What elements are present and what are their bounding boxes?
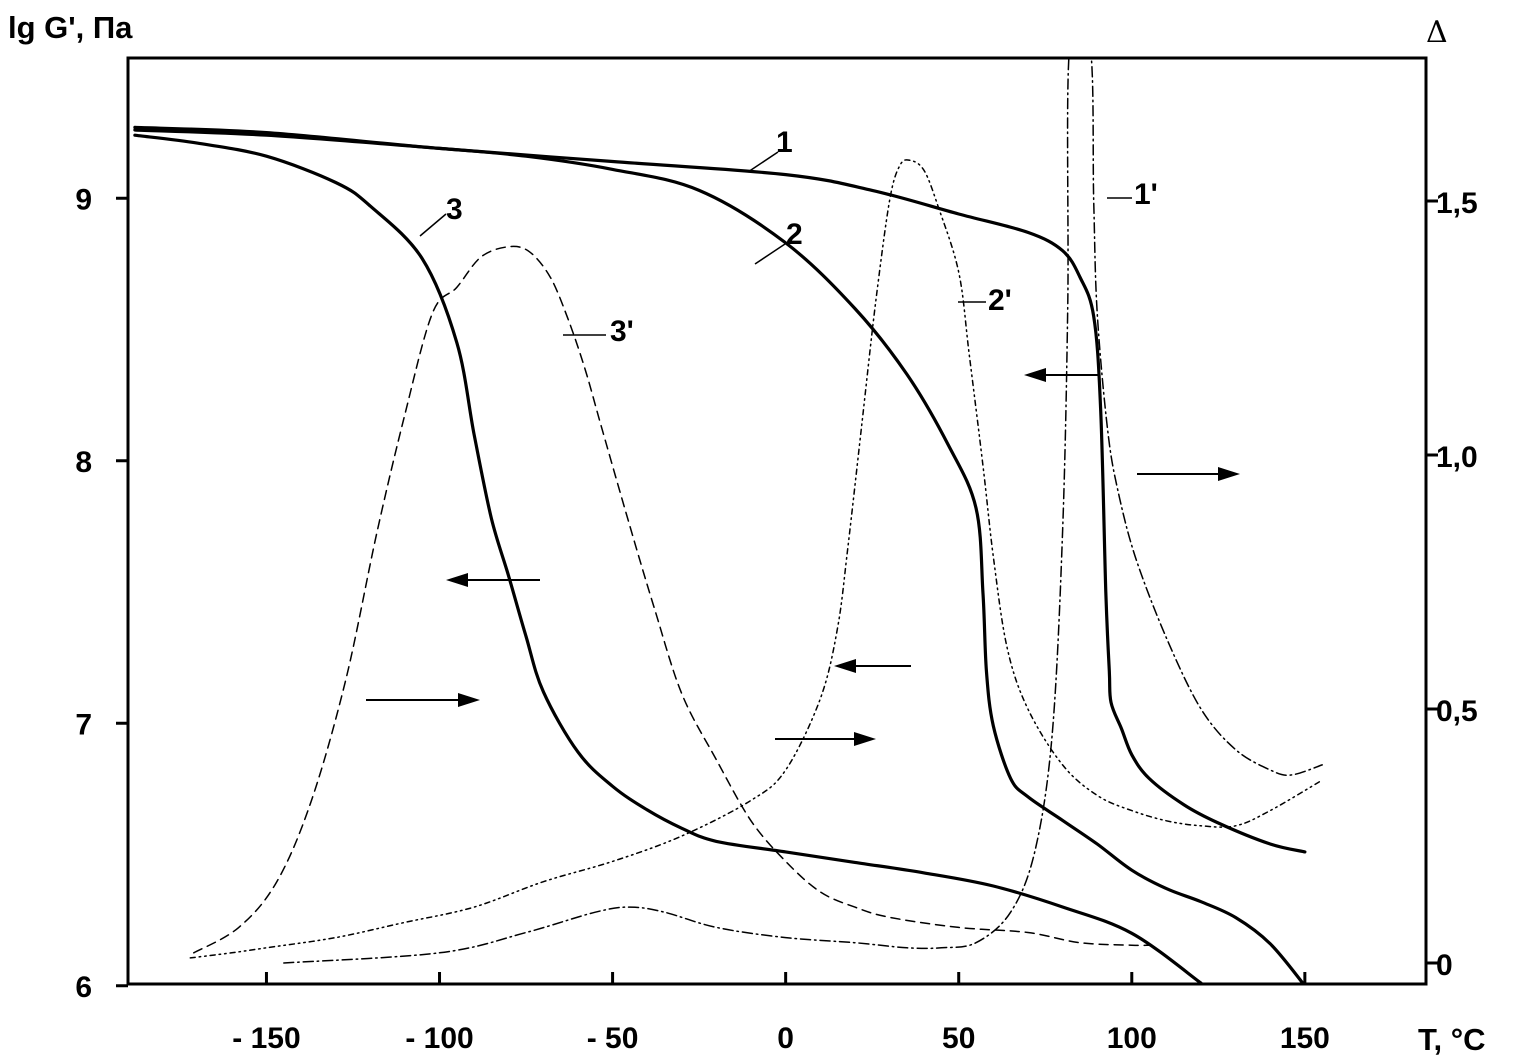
- leader-1: [747, 151, 779, 173]
- axis-direction-arrows: [366, 368, 1240, 746]
- leader-2: [754, 243, 786, 265]
- arrowhead-curve-3-prime: [458, 693, 480, 707]
- curve-label-2-prime: 2': [988, 284, 1012, 317]
- y-right-tick-label: 0: [1436, 949, 1453, 982]
- y-right-tick-label: 1,5: [1436, 187, 1478, 220]
- x-axis-title: T, °C: [1418, 1022, 1486, 1057]
- arrowhead-curve-3: [446, 573, 468, 587]
- curve-label-1-prime: 1': [1134, 178, 1158, 211]
- y-left-tick-label: 9: [75, 183, 92, 216]
- y-right-tick-label: 1,0: [1436, 441, 1478, 474]
- arrowhead-curve-1-prime: [1218, 467, 1240, 481]
- y-left-tick-label: 7: [75, 708, 92, 741]
- series-curve-3: [133, 133, 1203, 984]
- series-curve-3-prime: [193, 245, 1150, 954]
- series-curve-1-prime: [283, 58, 1323, 964]
- arrowhead-curve-2: [834, 659, 856, 673]
- plot-frame: [126, 56, 1428, 986]
- y-axis-right-title: Δ: [1426, 15, 1448, 50]
- series-curve-2-prime: [189, 159, 1323, 959]
- curve-label-3-prime: 3': [610, 315, 634, 348]
- curve-label-3: 3: [446, 193, 463, 226]
- axis-tick-labels: - 150 - 100 - 50 0 50 100 150 6 7 8 9 0 0,5 1,0 1,5: [75, 183, 1477, 1055]
- y-left-tick-label: 8: [75, 446, 92, 479]
- curve-annotations: 1 2 3 1' 2' 3': [419, 126, 1158, 348]
- series-curves: [133, 58, 1323, 984]
- axis-ticks: [116, 196, 1438, 988]
- curve-label-2: 2: [786, 218, 803, 251]
- leader-3: [419, 213, 447, 237]
- x-tick-label: - 150: [232, 1022, 300, 1055]
- x-tick-label: - 50: [587, 1022, 639, 1055]
- y-right-tick-label: 0,5: [1436, 695, 1478, 728]
- y-left-tick-label: 6: [75, 971, 92, 1004]
- x-tick-label: 100: [1107, 1022, 1157, 1055]
- x-tick-label: 150: [1280, 1022, 1330, 1055]
- x-tick-label: 0: [777, 1022, 794, 1055]
- curve-label-1: 1: [776, 126, 793, 159]
- y-axis-left-title: lg G', Па: [8, 10, 133, 45]
- arrowhead-curve-2-prime: [854, 732, 876, 746]
- x-tick-label: - 100: [405, 1022, 473, 1055]
- x-tick-label: 50: [942, 1022, 975, 1055]
- series-curve-1: [133, 125, 1307, 854]
- series-curve-2: [133, 128, 1306, 984]
- arrowhead-curve-1: [1024, 368, 1046, 382]
